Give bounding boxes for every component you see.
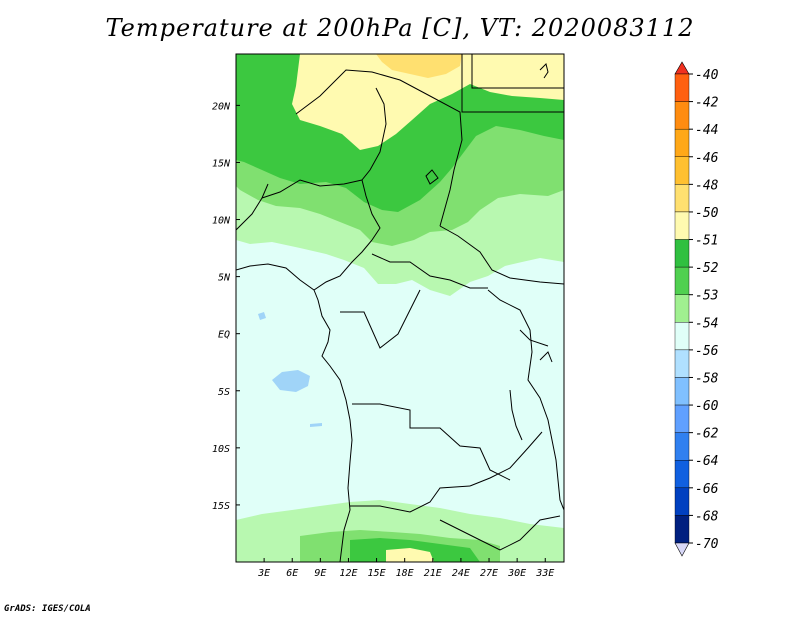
colorbar-label: -62 bbox=[695, 427, 719, 442]
x-tick-label: 30E bbox=[507, 568, 526, 579]
x-tick-label: 27E bbox=[480, 568, 498, 579]
colorbar-segment bbox=[674, 73, 690, 102]
colorbar-segment bbox=[674, 294, 690, 323]
border-drc-angola bbox=[352, 403, 511, 481]
map-title: Temperature at 200hPa [C], VT: 202008311… bbox=[105, 14, 695, 42]
y-tick-label: EQ bbox=[218, 330, 230, 341]
colorbar-top-arrow bbox=[674, 61, 690, 75]
coastlines-borders bbox=[236, 54, 564, 562]
colorbar-segment bbox=[674, 377, 690, 406]
colorbar-label: -52 bbox=[695, 261, 719, 276]
x-axis: 3E 6E 9E 12E 15E 18E 21E 24E 27E 30E 33E bbox=[257, 558, 554, 579]
colorbar: -40 -42 -44 -46 -48 -50 -51 -52 -53 -54 -56 -58 -60 -… bbox=[674, 61, 719, 557]
x-tick-label: 21E bbox=[424, 568, 442, 579]
colorbar-label: -54 bbox=[695, 316, 718, 331]
colorbar-segment bbox=[674, 404, 690, 433]
x-tick-label: 18E bbox=[396, 568, 414, 579]
x-tick-label: 15E bbox=[368, 568, 386, 579]
x-tick-label: 33E bbox=[535, 568, 554, 579]
south-border bbox=[439, 515, 561, 551]
west-coast-north bbox=[236, 183, 269, 231]
border-zambia bbox=[469, 431, 543, 487]
central-coast bbox=[313, 289, 353, 562]
colorbar-segment bbox=[674, 239, 690, 268]
colorbar-label: -60 bbox=[695, 399, 719, 414]
border-west bbox=[261, 179, 363, 199]
colorbar-segment bbox=[674, 515, 690, 544]
border-sudan-north bbox=[461, 54, 564, 113]
colorbar-segment bbox=[674, 156, 690, 185]
colorbar-segment bbox=[674, 184, 690, 213]
credit-text: GrADS: IGES/COLA bbox=[4, 604, 91, 614]
colorbar-label: -46 bbox=[695, 151, 719, 166]
band-51-50-east bbox=[472, 54, 564, 86]
temperature-field bbox=[236, 54, 564, 562]
colorbar-segment bbox=[674, 487, 690, 516]
colorbar-label: -66 bbox=[695, 482, 719, 497]
band-51-50-south bbox=[386, 548, 434, 562]
great-lakes bbox=[509, 329, 553, 441]
colorbar-segment bbox=[674, 266, 690, 295]
y-tick-label: 20N bbox=[212, 101, 231, 112]
x-tick-label: 12E bbox=[339, 568, 357, 579]
colorbar-segment bbox=[674, 349, 690, 378]
colorbar-label: -58 bbox=[695, 371, 719, 386]
border-angola-south bbox=[350, 485, 471, 513]
colorbar-label: -64 bbox=[695, 454, 718, 469]
colorbar-label: -48 bbox=[695, 178, 719, 193]
border-chad bbox=[439, 225, 564, 285]
plot-frame bbox=[235, 53, 565, 563]
y-tick-label: 10S bbox=[212, 444, 230, 455]
x-tick-label: 9E bbox=[314, 568, 326, 579]
border-nigeria-cameroon bbox=[361, 87, 387, 241]
y-axis: 20N 15N 10N 5N EQ 5S 10S 15S bbox=[212, 101, 240, 512]
colorbar-label: -53 bbox=[695, 289, 718, 304]
band-50-48 bbox=[376, 54, 462, 78]
colorbar-segment bbox=[674, 211, 690, 240]
border-car bbox=[371, 253, 488, 289]
band-58-56-spot-small2 bbox=[310, 423, 322, 427]
red-sea-coast bbox=[539, 63, 549, 79]
y-tick-label: 10N bbox=[212, 216, 231, 227]
colorbar-label: -44 bbox=[695, 123, 718, 138]
colorbar-label: -50 bbox=[695, 206, 719, 221]
border-egypt-libya bbox=[471, 54, 564, 89]
border-niger bbox=[295, 69, 463, 227]
border-congo bbox=[340, 289, 421, 349]
colorbar-bottom-arrow bbox=[674, 542, 690, 557]
colorbar-segment bbox=[674, 128, 690, 157]
band-58-56-spot-small bbox=[258, 312, 266, 320]
colorbar-label: -70 bbox=[695, 537, 719, 552]
colorbar-label: -56 bbox=[695, 344, 719, 359]
band-58-56-spot bbox=[272, 370, 310, 392]
x-tick-label: 24E bbox=[452, 568, 470, 579]
colorbar-segment bbox=[674, 460, 690, 489]
y-tick-label: 15N bbox=[212, 158, 231, 169]
east-border bbox=[487, 289, 564, 511]
lake-chad bbox=[425, 169, 439, 185]
colorbar-label: -40 bbox=[695, 68, 719, 83]
colorbar-label: -51 bbox=[695, 234, 718, 249]
x-tick-label: 3E bbox=[257, 568, 270, 579]
colorbar-label: -42 bbox=[695, 96, 719, 111]
y-tick-label: 5N bbox=[218, 273, 231, 284]
colorbar-segment bbox=[674, 101, 690, 130]
colorbar-segment bbox=[674, 322, 690, 351]
y-tick-label: 5S bbox=[218, 387, 230, 398]
x-tick-label: 6E bbox=[286, 568, 298, 579]
y-tick-label: 15S bbox=[212, 501, 230, 512]
colorbar-segment bbox=[674, 432, 690, 461]
colorbar-label: -68 bbox=[695, 509, 719, 524]
